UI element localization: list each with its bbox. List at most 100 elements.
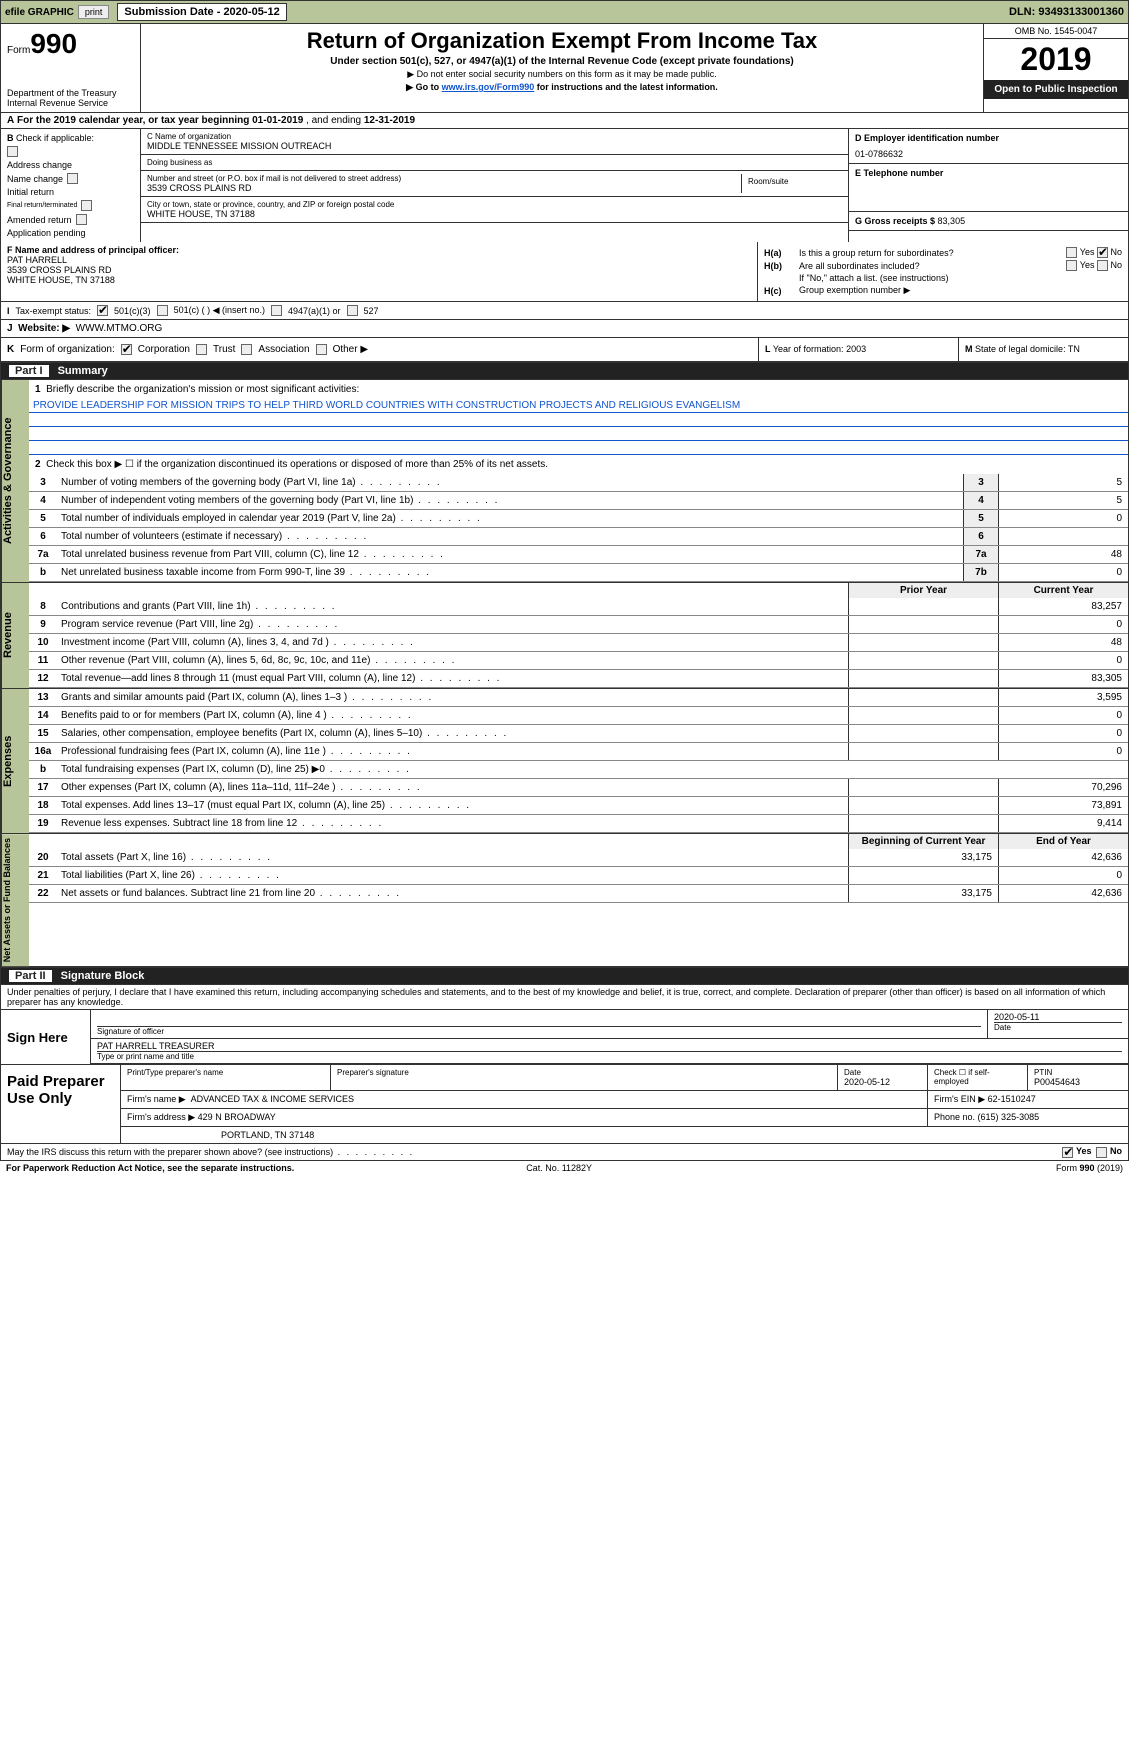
501c3-label: 501(c)(3) (114, 306, 151, 316)
street-label: Number and street (or P.O. box if mail i… (147, 174, 741, 183)
trust-label: Trust (213, 344, 235, 355)
col-b: B Check if applicable: Address change Na… (1, 129, 141, 242)
addr-change-label: Address change (7, 160, 134, 170)
line-desc: Other expenses (Part IX, column (A), lin… (57, 780, 848, 795)
line-b: b Total fundraising expenses (Part IX, c… (29, 761, 1128, 779)
form-subtitle: Under section 501(c), 527, or 4947(a)(1)… (145, 56, 979, 67)
line-num: 16a (29, 746, 57, 757)
firm-phone-label: Phone no. (934, 1112, 978, 1122)
prior-val: 33,175 (848, 885, 998, 902)
prep-date-cell: Date 2020-05-12 (838, 1065, 928, 1090)
501c3-checkbox[interactable] (97, 305, 108, 316)
label-a: A (7, 115, 14, 126)
label-i: I (7, 306, 10, 316)
line-desc: Program service revenue (Part VIII, line… (57, 617, 848, 632)
main-block: B Check if applicable: Address change Na… (0, 129, 1129, 242)
assoc-checkbox[interactable] (241, 344, 252, 355)
line-val: 0 (998, 510, 1128, 527)
line-13: 13 Grants and similar amounts paid (Part… (29, 689, 1128, 707)
hb-yes-checkbox[interactable] (1066, 260, 1077, 271)
ha-text: Is this a group return for subordinates? (799, 248, 954, 258)
trust-checkbox[interactable] (196, 344, 207, 355)
irs-link[interactable]: www.irs.gov/Form990 (442, 82, 535, 92)
cur-val: 9,414 (998, 815, 1128, 832)
527-checkbox[interactable] (347, 305, 358, 316)
ha-no-checkbox[interactable] (1097, 247, 1108, 258)
4947-checkbox[interactable] (271, 305, 282, 316)
amended-checkbox[interactable] (76, 214, 87, 225)
line2-num: 2 (35, 459, 41, 470)
cur-val: 73,891 (998, 797, 1128, 814)
final-checkbox[interactable] (81, 200, 92, 211)
line-desc: Salaries, other compensation, employee b… (57, 726, 848, 741)
4947-label: 4947(a)(1) or (288, 306, 341, 316)
org-name-cell: C Name of organization MIDDLE TENNESSEE … (141, 129, 848, 155)
prior-val (848, 743, 998, 760)
discuss-yes-checkbox[interactable] (1062, 1147, 1073, 1158)
other-checkbox[interactable] (316, 344, 327, 355)
line-num: 9 (29, 619, 57, 630)
line-desc: Revenue less expenses. Subtract line 18 … (57, 816, 848, 831)
l-text: Year of formation: (773, 344, 846, 354)
prior-val: 33,175 (848, 849, 998, 866)
label-j: J (7, 323, 13, 334)
submission-date: Submission Date - 2020-05-12 (117, 3, 286, 21)
row-fh: F Name and address of principal officer:… (0, 242, 1129, 302)
dba-label: Doing business as (147, 158, 842, 167)
prep-date: 2020-05-12 (844, 1077, 921, 1087)
assoc-label: Association (258, 344, 309, 355)
line-20: 20 Total assets (Part X, line 16) 33,175… (29, 849, 1128, 867)
line-desc: Total number of individuals employed in … (57, 511, 963, 526)
cur-val: 0 (998, 652, 1128, 669)
efile-text: efile GRAPHIC (5, 7, 74, 18)
line-11: 11 Other revenue (Part VIII, column (A),… (29, 652, 1128, 670)
corp-checkbox[interactable] (121, 344, 132, 355)
gross-cell: G Gross receipts $ 83,305 (849, 212, 1128, 231)
addr-change-checkbox[interactable] (7, 146, 18, 157)
cur-val: 48 (998, 634, 1128, 651)
pra-notice: For Paperwork Reduction Act Notice, see … (6, 1163, 294, 1173)
501c-checkbox[interactable] (157, 305, 168, 316)
name-change-checkbox[interactable] (67, 173, 78, 184)
gov-line-7a: 7a Total unrelated business revenue from… (29, 546, 1128, 564)
line1-text: Briefly describe the organization's miss… (46, 384, 359, 395)
label-b: B (7, 133, 14, 143)
prior-val (848, 797, 998, 814)
label-k: K (7, 344, 14, 355)
line-val (998, 528, 1128, 545)
form-prefix: Form (7, 45, 30, 56)
print-button[interactable]: print (78, 5, 110, 19)
m-col: M State of legal domicile: TN (958, 338, 1128, 361)
firm-addr-label: Firm's address ▶ (127, 1112, 195, 1122)
hb-no-checkbox[interactable] (1097, 260, 1108, 271)
gov-line-b: b Net unrelated business taxable income … (29, 564, 1128, 582)
row-j: J Website: ▶ WWW.MTMO.ORG (0, 320, 1129, 338)
prior-val (848, 652, 998, 669)
ha-label: H(a) (764, 248, 799, 258)
perjury-text: Under penalties of perjury, I declare th… (0, 985, 1129, 1010)
line-num: 17 (29, 782, 57, 793)
line-14: 14 Benefits paid to or for members (Part… (29, 707, 1128, 725)
omb-number: OMB No. 1545-0047 (984, 24, 1128, 39)
discuss-no-checkbox[interactable] (1096, 1147, 1107, 1158)
line-16a: 16a Professional fundraising fees (Part … (29, 743, 1128, 761)
line-num: 4 (29, 495, 57, 506)
type-label: Type or print name and title (97, 1051, 1122, 1061)
cur-val: 0 (998, 743, 1128, 760)
line-cell: 6 (963, 528, 998, 545)
line1-row: 1 Briefly describe the organization's mi… (29, 380, 1128, 399)
corp-label: Corporation (138, 344, 190, 355)
city-value: WHITE HOUSE, TN 37188 (147, 209, 842, 219)
summary-net: Net Assets or Fund Balances Beginning of… (0, 834, 1129, 967)
cur-val: 83,305 (998, 670, 1128, 687)
ha-yes-checkbox[interactable] (1066, 247, 1077, 258)
line-desc: Number of independent voting members of … (57, 493, 963, 508)
ptin-cell: PTIN P00454643 (1028, 1065, 1128, 1090)
part1-header: Part I Summary (0, 362, 1129, 380)
goto-prefix: ▶ Go to (406, 82, 441, 92)
form-title: Return of Organization Exempt From Incom… (145, 28, 979, 54)
line2-text: Check this box ▶ ☐ if the organization d… (46, 459, 548, 470)
line-desc: Total unrelated business revenue from Pa… (57, 547, 963, 562)
line-val: 0 (998, 564, 1128, 581)
hb-no: No (1110, 260, 1122, 270)
